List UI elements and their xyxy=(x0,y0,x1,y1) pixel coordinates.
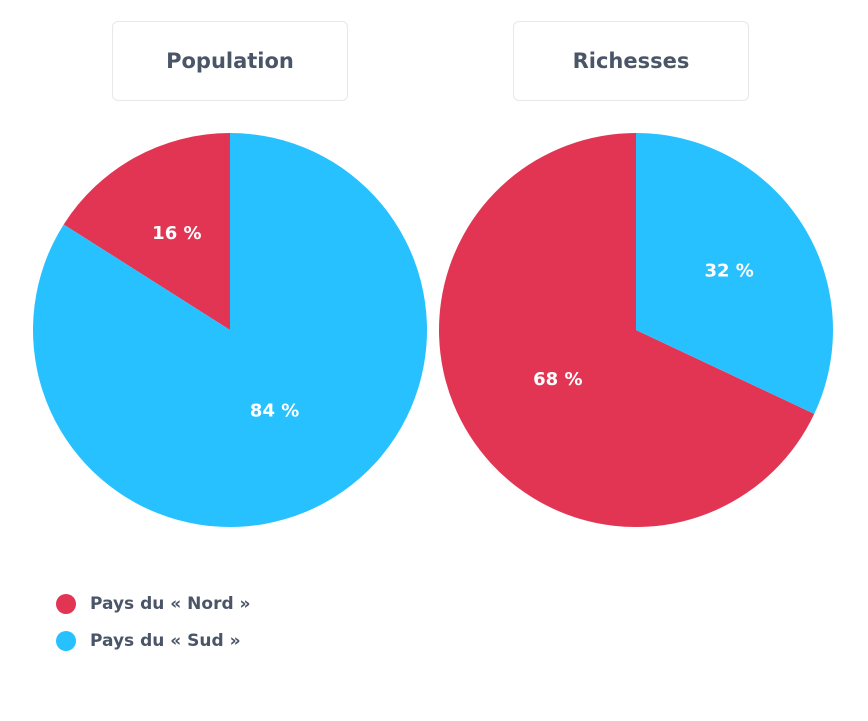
pie-richesses-slice-sud xyxy=(636,133,833,414)
legend: Pays du « Nord » Pays du « Sud » xyxy=(56,592,251,666)
pie-population-slice-sud xyxy=(32,133,427,527)
legend-swatch-nord xyxy=(56,594,76,614)
pie-population-label-sud: 84 % xyxy=(250,401,299,422)
chart-title-population: Population xyxy=(112,21,348,101)
legend-label-nord: Pays du « Nord » xyxy=(90,594,251,614)
legend-label-sud: Pays du « Sud » xyxy=(90,631,241,651)
chart-title-richesses: Richesses xyxy=(513,21,749,101)
legend-swatch-sud xyxy=(56,631,76,651)
pie-richesses-slice-nord xyxy=(438,133,815,527)
pie-population-slice-nord xyxy=(63,133,230,330)
pie-richesses-label-nord: 68 % xyxy=(533,369,582,390)
pie-population-label-nord: 16 % xyxy=(152,223,201,244)
pie-richesses-label-sud: 32 % xyxy=(704,260,753,281)
legend-item-nord: Pays du « Nord » xyxy=(56,592,251,616)
legend-item-sud: Pays du « Sud » xyxy=(56,629,251,653)
